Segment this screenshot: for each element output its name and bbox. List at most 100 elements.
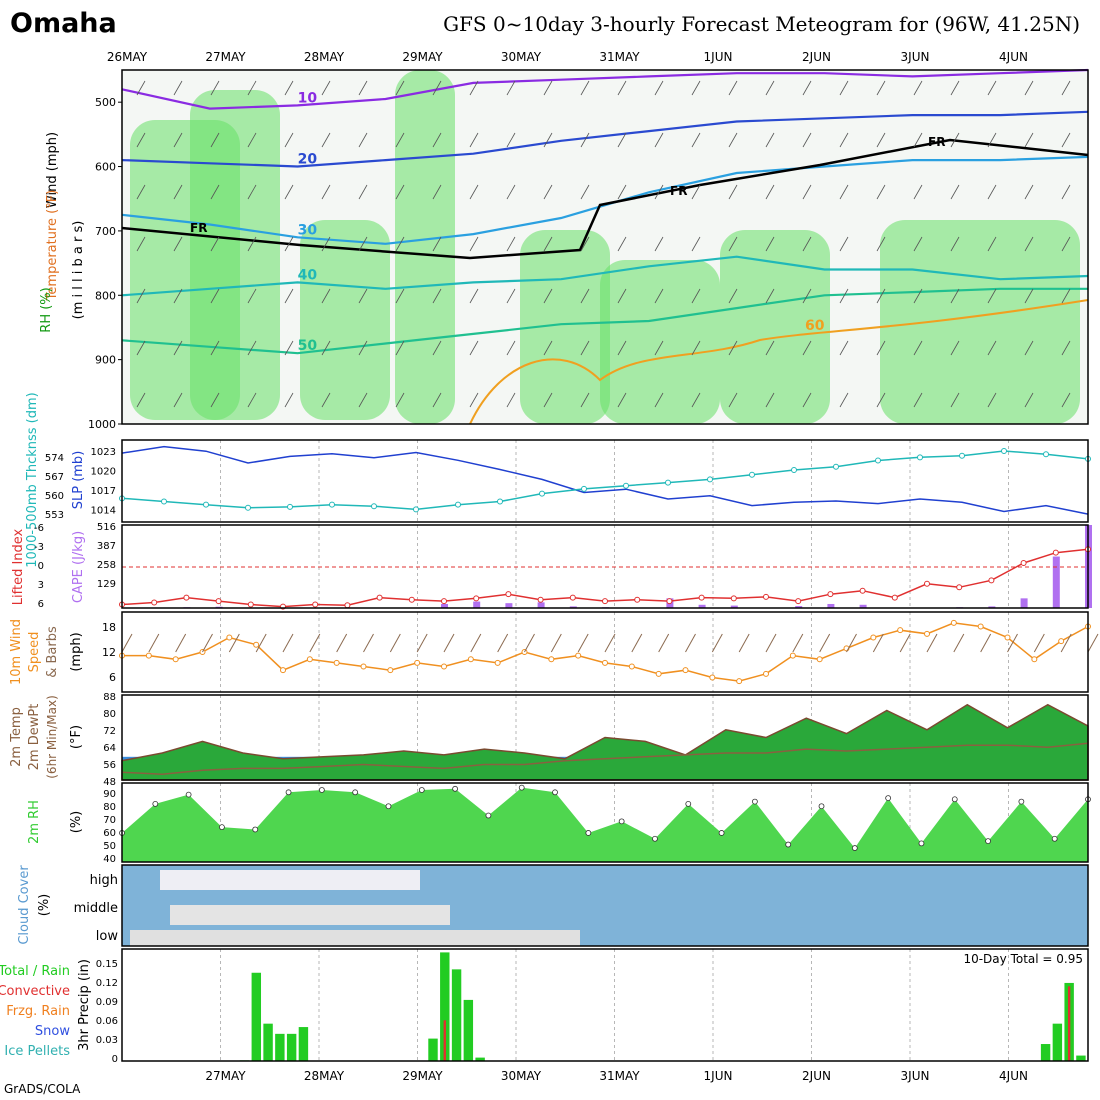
temp-axis-label: Temperature (°F) — [45, 190, 60, 302]
slp-tick: 1020 — [91, 467, 116, 478]
precip-bar — [428, 1038, 438, 1061]
wind-barb — [136, 132, 146, 148]
wind-barb — [321, 340, 331, 356]
freezing-label: FR — [670, 184, 687, 198]
cape-bar — [505, 603, 513, 608]
rh-point — [452, 785, 459, 792]
rh-point — [951, 796, 958, 803]
rh-point — [485, 812, 492, 819]
lifted-index-line-point — [247, 601, 254, 608]
wind-barb — [1061, 80, 1071, 96]
wind-barb — [506, 132, 516, 148]
wind-speed-line-point — [360, 663, 367, 670]
rh-point — [318, 787, 325, 793]
wind-speed-line-point — [441, 663, 447, 670]
lifted-index-line-point — [537, 596, 544, 603]
pressure-axis-label: (m i l l i b a r s) — [71, 221, 86, 320]
rh-point — [285, 789, 292, 796]
wind-barb-10m — [631, 633, 643, 653]
rh-point — [585, 830, 592, 836]
cape-bar — [827, 603, 835, 608]
wind-barb — [987, 236, 997, 252]
wind-barb — [839, 132, 849, 148]
lifted-index-line-point — [666, 598, 673, 605]
cape-bar — [569, 606, 577, 608]
wind-barb — [654, 340, 664, 356]
temp-label-2: 2m DewPt — [27, 704, 42, 771]
wind-barb — [432, 132, 442, 148]
wind-barb — [247, 288, 257, 304]
wind-barb — [543, 392, 553, 408]
wind-barb — [580, 184, 590, 200]
wind-barb — [136, 80, 146, 96]
li-axis-label: Lifted Index — [11, 528, 26, 605]
rh-point — [685, 801, 692, 807]
thickness-tick: 560 — [45, 491, 64, 502]
wind-barb — [1061, 184, 1071, 200]
wind-units: (mph) — [69, 632, 84, 671]
rh-shade — [300, 220, 390, 420]
thickness-line-point — [623, 482, 629, 489]
precip-tick: 0.12 — [96, 978, 118, 989]
cloud-level-high: high — [90, 873, 118, 888]
wind-barb — [432, 340, 442, 356]
wind-axis-label-2: Speed — [27, 632, 42, 673]
wind-axis-label: Wind (mph) — [45, 132, 60, 208]
stability-frame — [121, 524, 1089, 609]
pressure-tick: 1000 — [88, 418, 116, 431]
wind-barb — [210, 184, 220, 200]
wind-barb — [469, 184, 479, 200]
wind-barb — [950, 184, 960, 200]
precip-bar — [463, 999, 474, 1061]
wind-barb-10m — [1060, 633, 1072, 653]
wind-barb-10m — [121, 633, 133, 653]
wind-barb-10m — [577, 633, 589, 653]
wind-barb — [432, 184, 442, 200]
wind-axis-label-3: & Barbs — [45, 626, 60, 678]
temp-contour-label: 10 — [298, 90, 318, 106]
wind-barb — [913, 288, 923, 304]
wind-speed-line-point — [897, 627, 904, 634]
wind-barb — [765, 184, 775, 200]
wind-barb — [691, 288, 701, 304]
rh-tick: 90 — [103, 789, 116, 800]
precip-legend-3: Snow — [35, 1024, 70, 1039]
wind-barb — [654, 184, 664, 200]
bottom-day-label: 1JUN — [704, 1069, 733, 1083]
bottom-day-label: 31MAY — [599, 1069, 640, 1083]
rh-point — [785, 841, 792, 848]
wind-barb — [950, 340, 960, 356]
temp-label-1: 2m Temp — [9, 707, 24, 767]
cape-bar — [1052, 556, 1060, 608]
temp-line — [121, 703, 1089, 781]
precip-total-annotation: 10-Day Total = 0.95 — [963, 952, 1083, 966]
thickness-line-point — [749, 471, 755, 478]
wind-barb — [765, 80, 775, 96]
rh-shade — [720, 230, 830, 424]
lifted-index-line-point — [1020, 560, 1027, 567]
bottom-day-label: 29MAY — [402, 1069, 443, 1083]
wind-barb — [321, 236, 331, 252]
wind-barb — [802, 184, 812, 200]
wind-barb — [136, 392, 146, 408]
lifted-index-line — [121, 548, 1089, 608]
slp-tick: 1017 — [91, 486, 116, 497]
wind-speed-line-point — [226, 634, 233, 641]
temp-contour-label: 40 — [298, 267, 318, 283]
rh-shade — [600, 260, 720, 424]
rh-tick: 70 — [103, 815, 116, 826]
wind-barb-10m — [1033, 633, 1045, 653]
wind-barb — [913, 236, 923, 252]
wind-barb — [321, 80, 331, 96]
precip-bar — [451, 969, 462, 1061]
rh-point — [352, 789, 359, 796]
wind-barb — [802, 392, 812, 408]
rh-shade — [395, 70, 455, 424]
wind-barb — [284, 340, 294, 356]
wind-barb — [691, 80, 701, 96]
lifted-index-line-point — [376, 594, 383, 601]
wind-barb — [284, 184, 294, 200]
wind-speed-line-point — [977, 623, 984, 630]
thickness-line-point — [1001, 448, 1007, 455]
precip-bar — [263, 1023, 273, 1061]
